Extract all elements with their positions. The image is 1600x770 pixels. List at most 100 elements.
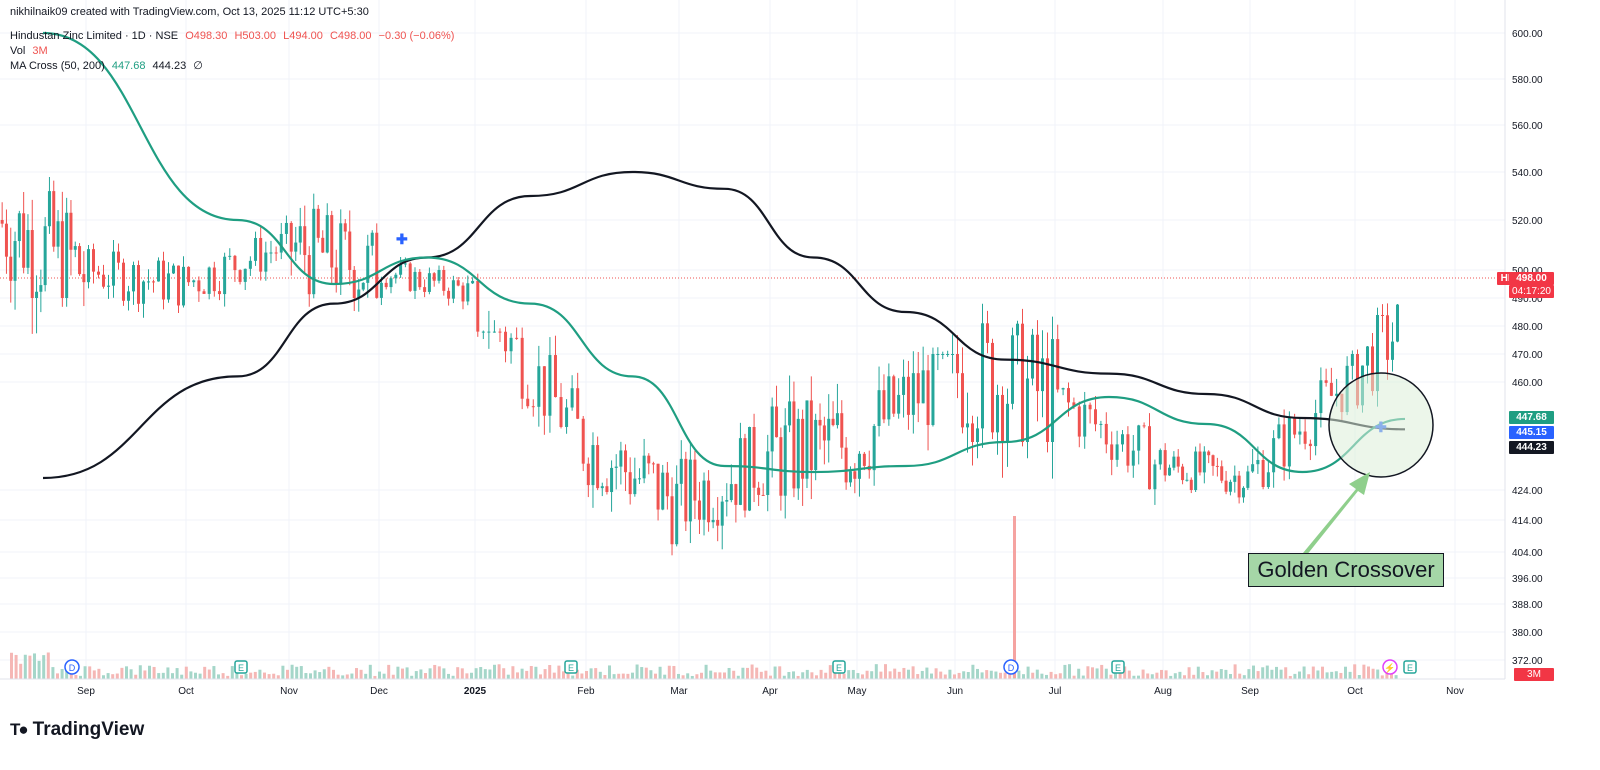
volume-bar	[1219, 669, 1223, 679]
candle-body	[688, 459, 692, 522]
candle-body	[389, 278, 393, 288]
candle-body	[1386, 315, 1389, 360]
volume-bar	[525, 670, 529, 679]
event-marker-dividend[interactable]	[1003, 659, 1019, 675]
candle-body	[330, 215, 334, 268]
candle-body	[897, 394, 901, 414]
candle-body	[941, 354, 945, 355]
candle-body	[361, 282, 365, 290]
candle-body	[289, 222, 293, 252]
volume-bar	[1307, 674, 1311, 679]
candle-body	[801, 418, 805, 479]
volume-bar	[313, 670, 317, 679]
candle-body	[553, 355, 557, 398]
volume-bar	[1233, 664, 1237, 679]
candle-body	[559, 397, 563, 427]
candle-body	[537, 366, 541, 407]
volume-bar	[1270, 669, 1274, 679]
event-marker-earnings[interactable]	[234, 660, 248, 674]
volume-bar	[920, 670, 924, 679]
ohlc-close: C498.00	[329, 30, 372, 42]
volume-bar	[934, 668, 938, 679]
candle-body	[207, 267, 211, 294]
volume-bar	[207, 669, 211, 679]
volume-bar	[111, 674, 115, 679]
candle-body	[228, 255, 232, 257]
candle-body	[509, 337, 513, 352]
volume-bar	[456, 667, 460, 679]
volume-bar	[419, 669, 423, 679]
volume-bar	[433, 664, 437, 679]
volume-bar	[171, 673, 174, 679]
candle-body	[526, 398, 530, 407]
event-marker-label: E	[1407, 663, 1413, 673]
volume-bar	[755, 667, 759, 679]
candle-body	[217, 291, 221, 295]
candle-body	[1077, 406, 1081, 437]
candle-body	[73, 246, 77, 250]
event-marker-dividend[interactable]	[64, 659, 80, 675]
volume-bar	[1095, 668, 1099, 679]
time-tick-label: Nov	[280, 686, 298, 697]
volume-bar	[391, 674, 395, 679]
ma-slow-tag: 444.23	[1509, 441, 1554, 454]
candle-body	[366, 245, 370, 283]
volume-bar	[1252, 665, 1255, 679]
volume-bar	[1371, 668, 1375, 679]
volume-legend[interactable]: Vol 3M	[10, 45, 52, 57]
candle-body	[614, 466, 618, 468]
tradingview-logo[interactable]: T● TradingView	[10, 719, 144, 741]
volume-bar	[1298, 671, 1301, 679]
candle-body	[1121, 434, 1124, 445]
candle-body	[981, 323, 984, 429]
volume-bar	[138, 665, 142, 679]
volume-bar	[1380, 675, 1384, 679]
candle-body	[248, 260, 252, 269]
candle-body	[78, 246, 82, 275]
candle-body	[427, 273, 431, 292]
ohlc-high: H503.00	[234, 30, 277, 42]
volume-bar	[37, 660, 41, 679]
event-marker-earnings[interactable]	[564, 660, 578, 674]
ma-legend[interactable]: MA Cross (50, 200) 447.68 444.23 ∅	[10, 59, 207, 72]
volume-bar	[401, 668, 404, 679]
volume-bar	[552, 672, 556, 679]
symbol-line[interactable]: Hindustan Zinc Limited · 1D · NSE	[10, 30, 179, 42]
candle-body	[1137, 425, 1141, 451]
volume-bar	[217, 674, 220, 679]
volume-bar	[879, 671, 883, 679]
volume-bar	[1049, 671, 1053, 679]
volume-bar	[1127, 670, 1131, 679]
logo-text: TradingView	[32, 719, 145, 740]
candle-body	[1335, 393, 1339, 396]
volume-bar	[1141, 669, 1145, 679]
event-marker-earnings[interactable]	[1111, 660, 1125, 674]
volume-bar	[631, 672, 634, 679]
candle-body	[702, 480, 706, 520]
volume-bar	[28, 655, 32, 679]
candle-body	[339, 223, 343, 285]
time-tick-label: Mar	[670, 686, 688, 697]
volume-bar	[861, 674, 864, 679]
volume-bar	[33, 653, 36, 679]
candle-body	[423, 287, 427, 292]
volume-bar	[571, 675, 575, 679]
candle-body	[966, 423, 969, 428]
volume-bar	[778, 666, 782, 679]
candle-body	[233, 255, 237, 271]
volume-spike	[1013, 516, 1016, 678]
volume-bar	[281, 665, 285, 679]
event-marker-split[interactable]	[1382, 659, 1398, 675]
volume-bar	[161, 672, 165, 679]
volume-bar	[897, 671, 901, 679]
candle-body	[264, 252, 268, 272]
event-marker-earnings[interactable]	[1403, 660, 1417, 674]
candle-body	[1381, 314, 1384, 316]
candle-body	[4, 223, 8, 257]
candle-body	[1314, 413, 1318, 447]
candle-body	[946, 354, 950, 355]
candle-body	[1072, 402, 1076, 407]
event-marker-earnings[interactable]	[832, 660, 846, 674]
volume-bar	[203, 666, 207, 679]
volume-bar	[907, 669, 910, 679]
